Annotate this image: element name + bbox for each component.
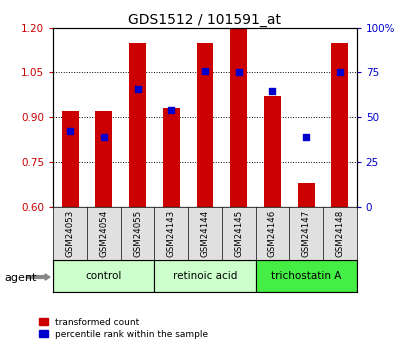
Text: retinoic acid: retinoic acid xyxy=(172,271,237,281)
Point xyxy=(302,134,309,139)
Text: GSM24148: GSM24148 xyxy=(335,210,344,257)
Point xyxy=(67,128,73,134)
Point xyxy=(168,107,174,112)
Title: GDS1512 / 101591_at: GDS1512 / 101591_at xyxy=(128,12,281,27)
Point xyxy=(100,134,107,139)
Point xyxy=(268,88,275,94)
Point xyxy=(134,86,141,92)
Text: GSM24145: GSM24145 xyxy=(234,210,243,257)
Bar xyxy=(62,111,79,207)
Bar xyxy=(53,260,154,292)
Point xyxy=(336,70,342,75)
Bar xyxy=(129,42,146,207)
Point xyxy=(235,69,241,75)
Bar xyxy=(162,108,179,207)
Text: trichostatin A: trichostatin A xyxy=(270,271,340,281)
Legend: transformed count, percentile rank within the sample: transformed count, percentile rank withi… xyxy=(37,316,210,341)
Bar xyxy=(297,183,314,207)
Bar xyxy=(154,260,255,292)
Bar xyxy=(330,42,347,207)
Text: GSM24053: GSM24053 xyxy=(65,210,74,257)
Bar xyxy=(196,42,213,207)
Text: GSM24144: GSM24144 xyxy=(200,210,209,257)
Text: GSM24055: GSM24055 xyxy=(133,210,142,257)
Text: GSM24143: GSM24143 xyxy=(166,210,175,257)
Text: GSM24054: GSM24054 xyxy=(99,210,108,257)
Bar xyxy=(230,28,247,207)
Text: GSM24147: GSM24147 xyxy=(301,210,310,257)
Bar xyxy=(263,96,280,207)
Text: GSM24146: GSM24146 xyxy=(267,210,276,257)
Text: agent: agent xyxy=(4,273,36,283)
Point xyxy=(201,68,208,74)
Bar xyxy=(95,111,112,207)
Bar xyxy=(255,260,356,292)
Text: control: control xyxy=(85,271,122,281)
